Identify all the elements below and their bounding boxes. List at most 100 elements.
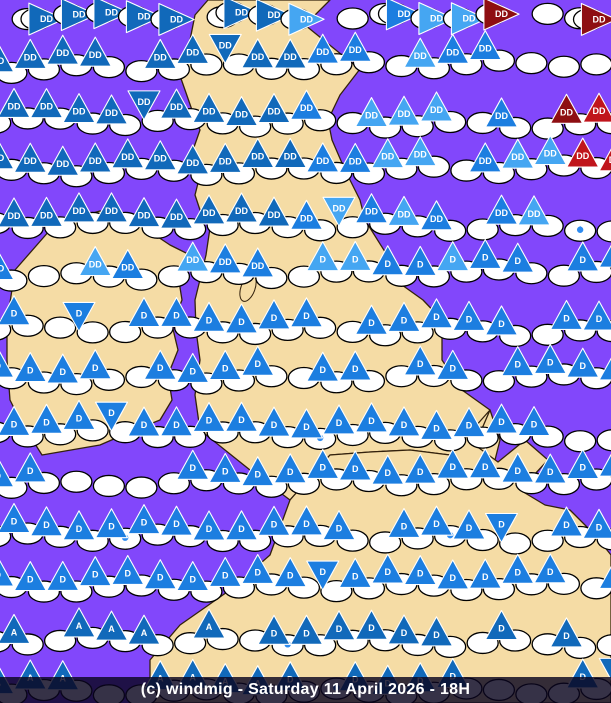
svg-text:D: D (60, 574, 67, 584)
svg-text:D: D (450, 363, 457, 373)
svg-text:D: D (547, 467, 554, 477)
svg-text:D: D (563, 631, 570, 641)
svg-text:DD: DD (219, 40, 232, 50)
svg-text:DD: DD (203, 106, 216, 116)
svg-text:D: D (271, 313, 278, 323)
svg-text:D: D (141, 311, 148, 321)
svg-text:DD: DD (0, 56, 5, 66)
svg-text:DD: DD (154, 52, 167, 62)
svg-text:DD: DD (105, 206, 118, 216)
svg-text:D: D (303, 311, 310, 321)
svg-text:DD: DD (414, 150, 427, 160)
svg-text:D: D (466, 421, 473, 431)
svg-text:D: D (352, 464, 359, 474)
svg-text:DD: DD (105, 108, 118, 118)
svg-text:DD: DD (8, 211, 21, 221)
svg-text:D: D (173, 310, 180, 320)
svg-text:DD: DD (186, 255, 199, 265)
svg-text:DD: DD (479, 156, 492, 166)
svg-text:D: D (336, 524, 343, 534)
svg-text:D: D (206, 415, 213, 425)
svg-text:DD: DD (333, 203, 346, 213)
svg-text:D: D (401, 521, 408, 531)
svg-text:DD: DD (56, 159, 69, 169)
svg-text:D: D (190, 463, 197, 473)
svg-text:D: D (255, 359, 262, 369)
svg-text:D: D (108, 408, 115, 418)
svg-text:D: D (368, 318, 375, 328)
svg-text:DD: DD (316, 156, 329, 166)
svg-text:D: D (11, 309, 18, 319)
svg-text:DD: DD (40, 14, 53, 24)
svg-text:DD: DD (268, 210, 281, 220)
svg-text:D: D (580, 255, 587, 265)
svg-text:DD: DD (8, 101, 21, 111)
svg-text:D: D (43, 417, 50, 427)
svg-text:DD: DD (560, 107, 573, 117)
svg-text:DD: DD (365, 111, 378, 121)
svg-text:DD: DD (284, 151, 297, 161)
svg-text:D: D (287, 571, 294, 581)
svg-text:DD: DD (24, 156, 37, 166)
svg-text:DD: DD (0, 153, 5, 163)
svg-text:D: D (596, 314, 603, 324)
svg-text:DD: DD (316, 47, 329, 57)
svg-text:DD: DD (430, 105, 443, 115)
svg-text:DD: DD (40, 210, 53, 220)
svg-text:D: D (157, 363, 164, 373)
svg-text:D: D (320, 567, 327, 577)
svg-text:DD: DD (284, 52, 297, 62)
svg-text:D: D (271, 420, 278, 430)
svg-text:DD: DD (170, 102, 183, 112)
svg-text:D: D (433, 312, 440, 322)
svg-text:D: D (352, 571, 359, 581)
svg-text:D: D (450, 462, 457, 472)
svg-text:D: D (466, 314, 473, 324)
svg-text:D: D (190, 575, 197, 585)
svg-text:D: D (125, 568, 132, 578)
svg-text:D: D (433, 630, 440, 640)
svg-text:D: D (417, 259, 424, 269)
svg-text:D: D (498, 520, 505, 530)
svg-text:D: D (547, 567, 554, 577)
svg-text:DD: DD (576, 151, 589, 161)
svg-text:D: D (76, 413, 83, 423)
svg-text:DD: DD (235, 8, 248, 18)
svg-text:D: D (238, 524, 245, 534)
svg-text:DD: DD (24, 52, 37, 62)
svg-text:D: D (76, 524, 83, 534)
svg-text:D: D (238, 317, 245, 327)
svg-text:D: D (417, 359, 424, 369)
svg-text:A: A (108, 624, 115, 634)
svg-text:D: D (320, 462, 327, 472)
svg-text:D: D (222, 466, 229, 476)
svg-text:D: D (401, 628, 408, 638)
svg-text:D: D (287, 467, 294, 477)
svg-text:D: D (498, 417, 505, 427)
svg-text:DD: DD (40, 102, 53, 112)
svg-text:D: D (515, 466, 522, 476)
svg-text:DD: DD (430, 214, 443, 224)
svg-text:DD: DD (0, 264, 5, 274)
svg-text:DD: DD (268, 107, 281, 117)
svg-text:D: D (271, 519, 278, 529)
svg-text:DD: DD (138, 12, 151, 22)
svg-text:D: D (515, 360, 522, 370)
svg-text:D: D (303, 519, 310, 529)
svg-text:D: D (433, 423, 440, 433)
svg-text:DD: DD (446, 47, 459, 57)
svg-text:D: D (76, 308, 83, 318)
svg-text:DD: DD (73, 10, 86, 20)
svg-text:D: D (206, 524, 213, 534)
svg-text:D: D (255, 567, 262, 577)
svg-text:DD: DD (414, 51, 427, 61)
svg-text:D: D (11, 419, 18, 429)
svg-text:D: D (320, 365, 327, 375)
svg-text:A: A (141, 628, 148, 638)
svg-text:DD: DD (138, 97, 151, 107)
svg-text:D: D (531, 420, 538, 430)
svg-text:DD: DD (479, 44, 492, 54)
svg-text:D: D (92, 363, 99, 373)
svg-text:DD: DD (89, 156, 102, 166)
svg-text:DD: DD (300, 103, 313, 113)
